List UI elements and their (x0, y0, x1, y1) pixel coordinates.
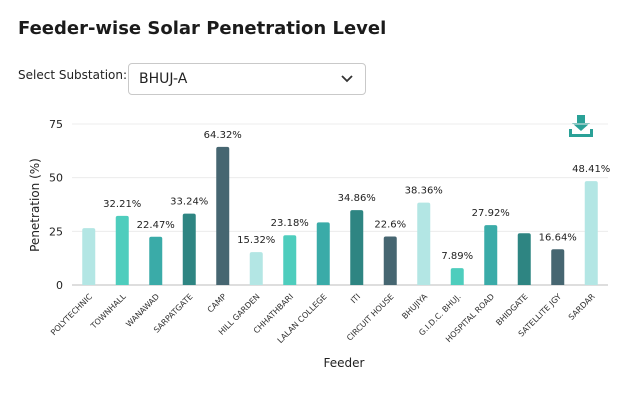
bar[interactable] (450, 268, 464, 285)
bar[interactable] (316, 222, 330, 285)
bar[interactable] (350, 210, 364, 285)
x-tick-label: TOWNHALL (88, 292, 128, 332)
x-tick-label: LALAN COLLEGE (276, 292, 329, 345)
data-label: 16.64% (539, 232, 577, 243)
x-tick-label: CHHATHBARI (252, 292, 295, 335)
x-tick-label: CIRCUIT HOUSE (345, 292, 396, 343)
x-axis-label: Feeder (324, 356, 365, 370)
bar[interactable] (484, 225, 498, 285)
y-axis-label: Penetration (%) (28, 158, 42, 252)
x-tick-label: SATELLITE JGY (517, 292, 564, 339)
data-label: 64.32% (204, 130, 242, 141)
x-tick-label: SARPATGATE (152, 292, 195, 335)
data-label: 32.21% (103, 199, 141, 210)
x-tick-label: SARDAR (567, 292, 597, 322)
page-title: Feeder-wise Solar Penetration Level (18, 18, 387, 39)
bar[interactable] (82, 228, 96, 285)
data-label: 7.89% (441, 251, 473, 262)
y-tick-label: 50 (49, 172, 63, 185)
substation-label: Select Substation: (18, 68, 128, 82)
bar[interactable] (283, 235, 297, 285)
bar[interactable] (584, 181, 598, 285)
data-label: 23.18% (271, 218, 309, 229)
download-icon[interactable] (568, 114, 594, 138)
x-tick-label: HOSPITAL ROAD (444, 292, 496, 344)
bar[interactable] (182, 213, 196, 285)
bar[interactable] (115, 215, 129, 285)
x-tick-label: BHUJIYA (400, 292, 429, 321)
data-label: 22.47% (137, 220, 175, 231)
bar[interactable] (383, 236, 397, 285)
y-tick-label: 25 (49, 225, 63, 238)
y-tick-label: 0 (56, 279, 63, 292)
data-label: 15.32% (237, 235, 275, 246)
x-tick-label: HILL GARDEN (217, 292, 262, 337)
x-tick-label: BHIDGATE (494, 292, 529, 327)
bar[interactable] (517, 233, 531, 285)
bar[interactable] (216, 146, 230, 285)
bar[interactable] (249, 252, 263, 285)
bar[interactable] (417, 202, 431, 285)
data-label: 38.36% (405, 186, 443, 197)
substation-selected-value: BHUJ-A (139, 71, 188, 87)
data-label: 48.41% (572, 164, 610, 175)
y-tick-label: 75 (49, 118, 63, 131)
bar[interactable] (149, 236, 163, 285)
x-tick-label: WANAWAD (124, 292, 161, 329)
x-tick-label: POLYTECHNIC (49, 292, 94, 337)
bar[interactable] (551, 249, 565, 285)
data-label: 27.92% (472, 208, 510, 219)
chevron-down-icon (341, 75, 353, 83)
x-tick-label: CAMP (206, 292, 229, 315)
data-label: 34.86% (338, 193, 376, 204)
data-label: 33.24% (170, 197, 208, 208)
substation-select[interactable]: BHUJ-A (128, 63, 366, 95)
x-tick-label: G.I.D.C. BHUJ. (417, 292, 462, 337)
x-tick-label: ITI (349, 292, 362, 305)
data-label: 22.6% (374, 219, 406, 230)
